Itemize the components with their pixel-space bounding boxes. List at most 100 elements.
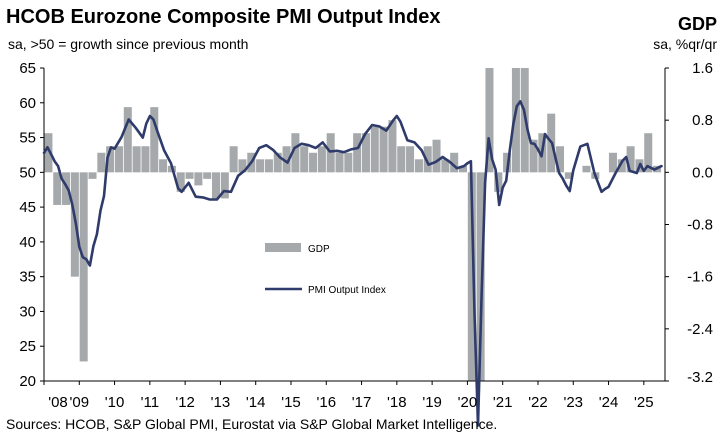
- gdp-bar: [123, 107, 132, 173]
- gdp-bar: [617, 159, 626, 173]
- gdp-bar: [423, 146, 432, 173]
- tick-labels: 65 60 55 50 45 40 35 30 25 20 1.6 0.8 0.0 -0.8 -1.6 -2.…: [19, 60, 713, 411]
- chart-subtitle: sa, >50 = growth since previous month: [8, 36, 249, 52]
- x-tick-label: '24: [599, 394, 619, 411]
- gdp-bar: [62, 172, 71, 205]
- x-tick-label: '09: [70, 394, 90, 411]
- gdp-bar: [529, 139, 538, 173]
- gdp-bar: [494, 172, 503, 192]
- gdp-bar: [282, 146, 291, 173]
- right-tick-label: -3.2: [687, 369, 713, 386]
- x-tick-label: '11: [141, 394, 159, 411]
- gdp-bar: [238, 159, 247, 173]
- right-tick-label: -0.8: [687, 217, 713, 234]
- gdp-bar: [564, 172, 573, 179]
- gdp-bar: [97, 152, 106, 173]
- left-tick-label: 30: [19, 303, 36, 320]
- x-tick-label: '17: [352, 394, 372, 411]
- left-tick-label: 45: [19, 199, 36, 216]
- right-tick-label: 1.6: [692, 60, 713, 77]
- gdp-bar: [353, 133, 362, 173]
- gdp-bar: [441, 159, 450, 173]
- gdp-bar: [220, 172, 229, 199]
- gdp-bar: [361, 133, 370, 173]
- right-tick-label: -1.6: [687, 269, 713, 286]
- gdp-bar: [458, 165, 468, 173]
- gdp-bar: [141, 146, 150, 173]
- legend-gdp-label: GDP: [308, 244, 330, 255]
- gdp-bar: [485, 68, 494, 173]
- gdp-bar: [608, 152, 617, 173]
- left-tick-label: 20: [19, 373, 36, 390]
- left-tick-label: 40: [19, 234, 36, 251]
- chart-title: HCOB Eurozone Composite PMI Output Index: [6, 6, 441, 28]
- gdp-bars: [44, 68, 662, 381]
- gdp-bar: [88, 172, 97, 179]
- right-tick-label: 0.8: [692, 112, 713, 129]
- gdp-bar: [264, 159, 273, 173]
- x-tick-label: '21: [493, 394, 513, 411]
- left-tick-label: 25: [19, 338, 36, 355]
- x-tick-label: '13: [211, 394, 231, 411]
- gdp-bar: [229, 146, 238, 173]
- gdp-bar: [556, 146, 565, 173]
- legend: GDP PMI Output Index: [265, 243, 386, 296]
- gdp-bar: [291, 133, 300, 173]
- gdp-bar: [203, 172, 212, 179]
- gdp-bar: [194, 172, 203, 186]
- gdp-bar: [176, 172, 185, 192]
- left-tick-label: 55: [19, 130, 36, 147]
- gdp-bar: [326, 133, 335, 173]
- gdp-bar: [317, 146, 326, 173]
- legend-pmi-label: PMI Output Index: [308, 285, 386, 296]
- gdp-bar: [335, 152, 344, 173]
- gdp-bar: [450, 152, 459, 173]
- gdp-bar: [370, 126, 379, 173]
- gdp-bar: [406, 146, 415, 173]
- gdp-bar: [114, 146, 123, 173]
- right-axis-subtitle: sa, %qr/qr: [653, 36, 717, 52]
- gdp-bar: [397, 146, 406, 173]
- axes: [40, 67, 669, 385]
- right-tick-label: 0.0: [692, 164, 713, 181]
- x-tick-label: '14: [246, 394, 266, 411]
- gdp-bar: [211, 172, 221, 199]
- gdp-bar: [273, 152, 282, 173]
- x-tick-label: '25: [634, 394, 654, 411]
- gdp-bar: [300, 146, 309, 173]
- x-tick-label: '22: [528, 394, 548, 411]
- x-tick-label: '10: [105, 394, 125, 411]
- left-tick-label: 65: [19, 60, 36, 77]
- right-tick-label: -2.4: [687, 321, 713, 338]
- gdp-bar: [476, 172, 485, 381]
- gdp-bar: [414, 159, 423, 173]
- x-tick-label: '19: [422, 394, 442, 411]
- gdp-bar: [511, 68, 520, 173]
- gdp-bar: [388, 120, 397, 173]
- x-tick-label: '08: [48, 394, 68, 411]
- gdp-bar: [467, 172, 476, 381]
- x-tick-label: '12: [175, 394, 195, 411]
- gdp-bar: [159, 159, 168, 173]
- x-tick-label: '18: [387, 394, 407, 411]
- gdp-bar: [379, 126, 388, 173]
- right-axis-title: GDP: [677, 14, 717, 34]
- left-tick-label: 35: [19, 269, 36, 286]
- gdp-bar: [344, 152, 353, 173]
- left-tick-label: 50: [19, 164, 36, 181]
- x-tick-label: '16: [316, 394, 336, 411]
- gdp-bar: [309, 152, 318, 173]
- pmi-line: [42, 100, 663, 427]
- source-note: Sources: HCOB, S&P Global PMI, Eurostat …: [6, 416, 498, 432]
- left-tick-label: 60: [19, 95, 36, 112]
- gdp-bar: [256, 159, 265, 173]
- x-tick-label: '15: [281, 394, 301, 411]
- pmi-line-group: [42, 100, 663, 427]
- gdp-bar: [44, 133, 53, 173]
- gdp-bar: [432, 139, 441, 173]
- gdp-bar: [79, 172, 88, 362]
- gdp-bar: [132, 146, 141, 173]
- gdp-bar: [53, 172, 62, 205]
- gdp-bar: [644, 133, 653, 173]
